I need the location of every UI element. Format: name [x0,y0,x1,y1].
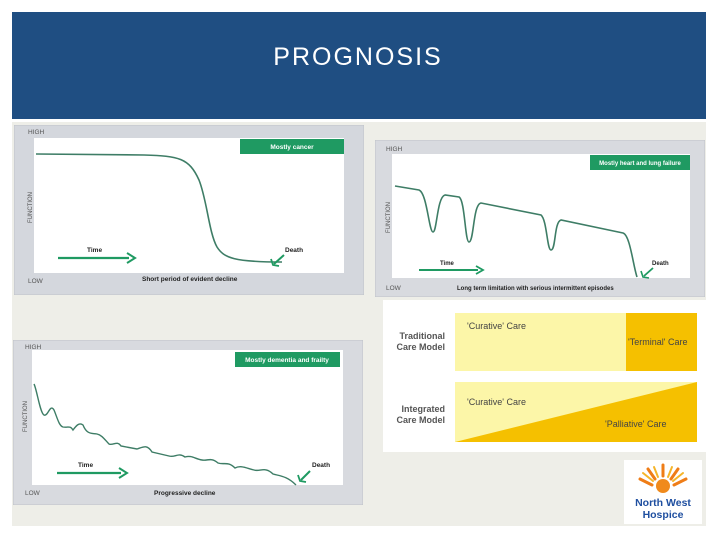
graph-tag [235,352,340,367]
graph-caption: Short period of evident decline [142,276,238,283]
death-arrow [300,470,311,481]
slide-title: PROGNOSIS [273,43,443,71]
graph-death-label: Death [285,247,303,254]
cancer-trajectory-graph: HIGH LOW FUNCTION Mostly cancer Time Dea… [14,125,364,295]
graph-time-label: Time [87,247,102,254]
logo-line1: North West [635,497,691,509]
graph-y-axis-label: FUNCTION [28,192,34,223]
death-arrow [273,254,285,265]
graph-y-axis-label: FUNCTION [386,202,392,233]
graph-caption: Progressive decline [154,490,216,497]
traditional-model-label-line1: Traditional [399,331,445,341]
death-arrow-head [297,474,307,483]
heart-lung-trajectory-graph: HIGH LOW FUNCTION Mostly heart and lung … [375,140,705,297]
graph-low-label: LOW [28,278,44,285]
graph-caption: Long term limitation with serious interm… [457,286,614,292]
traditional-model-label-line2: Care Model [396,342,445,352]
dementia-frailty-trajectory-graph: HIGH LOW FUNCTION Mostly dementia and fr… [13,340,363,505]
graph-time-label: Time [440,261,455,267]
integrated-model-label-line1: Integrated [401,404,445,414]
graph-tag-text: Mostly cancer [270,144,314,151]
graph-death-label: Death [652,261,669,267]
palliative-care-wedge [455,382,697,442]
death-arrow [643,267,654,277]
cancer-trajectory-curve [35,153,283,263]
graph-time-label: Time [78,462,93,469]
time-arrow-head [126,252,137,264]
curative-care-block [455,313,626,371]
graph-low-label: LOW [25,490,41,497]
time-arrow-head [475,265,485,275]
logo-line2: Hospice [643,509,684,521]
graph-y-axis-label: FUNCTION [23,401,29,432]
time-arrow-head [118,467,129,479]
terminal-care-block [626,313,697,371]
graph-tag [240,139,344,154]
graph-high-label: HIGH [28,129,45,136]
graph-high-label: HIGH [25,344,42,351]
terminal-care-label: 'Terminal' Care [628,337,687,347]
death-arrow-head [270,258,280,267]
palliative-care-label: 'Palliative' Care [605,419,666,429]
graph-high-label: HIGH [386,146,403,153]
graph-death-label: Death [312,462,330,469]
traditional-curative-label: 'Curative' Care [467,321,526,331]
graph-tag [590,155,690,170]
graph-low-label: LOW [386,285,402,292]
graph-tag-text: Mostly heart and lung failure [599,161,681,167]
graph-tag-text: Mostly dementia and frailty [245,357,329,364]
sun-icon [638,463,688,493]
care-model-diagram: Traditional Care Model 'Curative' Care '… [383,300,707,452]
death-arrow-head [640,270,650,279]
integrated-model-label-line2: Care Model [396,415,445,425]
heart-lung-trajectory-curve [394,185,638,278]
hospice-logo: North West Hospice [624,460,702,524]
title-banner [12,12,706,119]
dementia-frailty-trajectory-curve [33,383,297,486]
integrated-curative-label: 'Curative' Care [467,397,526,407]
